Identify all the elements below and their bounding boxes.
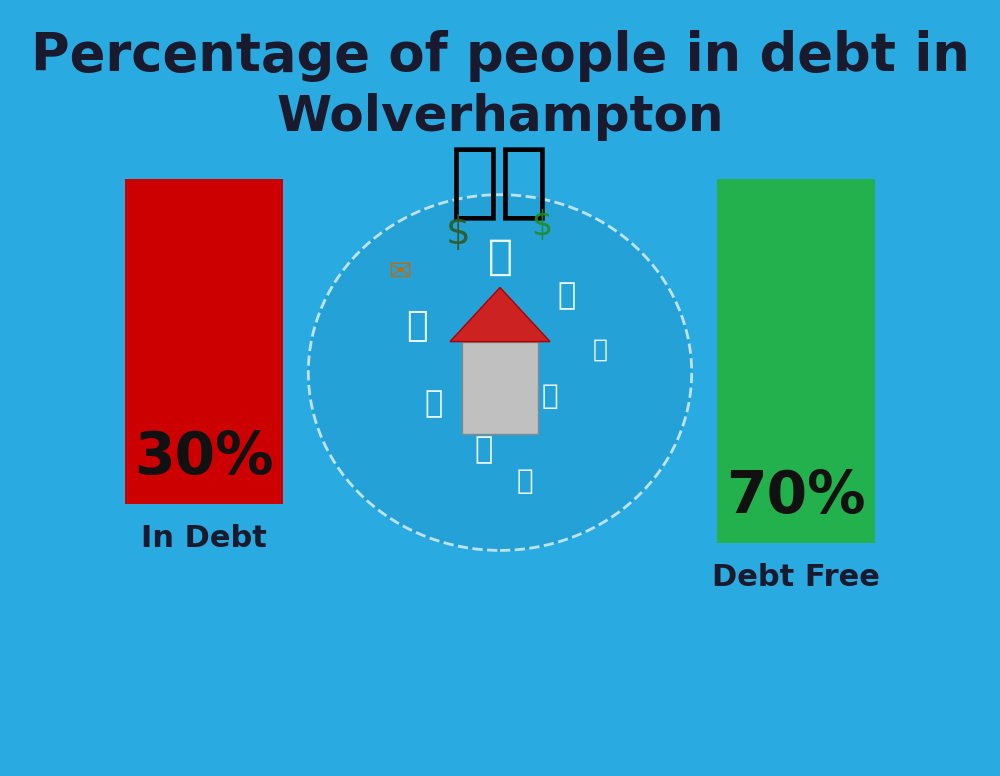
Text: Wolverhampton: Wolverhampton — [276, 93, 724, 141]
FancyBboxPatch shape — [462, 341, 538, 435]
Text: 70%: 70% — [726, 468, 866, 525]
Polygon shape — [450, 287, 550, 341]
Text: $: $ — [531, 209, 552, 242]
Circle shape — [308, 195, 692, 550]
FancyBboxPatch shape — [717, 179, 875, 542]
Text: 🔒: 🔒 — [593, 338, 608, 362]
Text: 🏠: 🏠 — [406, 309, 427, 343]
Text: $: $ — [446, 214, 471, 252]
Text: 🇬🇧: 🇬🇧 — [450, 143, 550, 223]
Text: In Debt: In Debt — [141, 525, 267, 553]
Text: 🎓: 🎓 — [558, 281, 576, 310]
Text: 🏦: 🏦 — [488, 236, 512, 278]
Text: ✉: ✉ — [388, 258, 412, 286]
Text: Percentage of people in debt in: Percentage of people in debt in — [31, 29, 969, 81]
Text: 📋: 📋 — [517, 467, 533, 495]
Text: 📱: 📱 — [542, 382, 558, 410]
Text: 30%: 30% — [134, 429, 274, 486]
FancyBboxPatch shape — [125, 179, 283, 504]
Text: Debt Free: Debt Free — [712, 563, 880, 592]
Text: 🚗: 🚗 — [474, 435, 492, 464]
Text: 💰: 💰 — [424, 389, 442, 418]
